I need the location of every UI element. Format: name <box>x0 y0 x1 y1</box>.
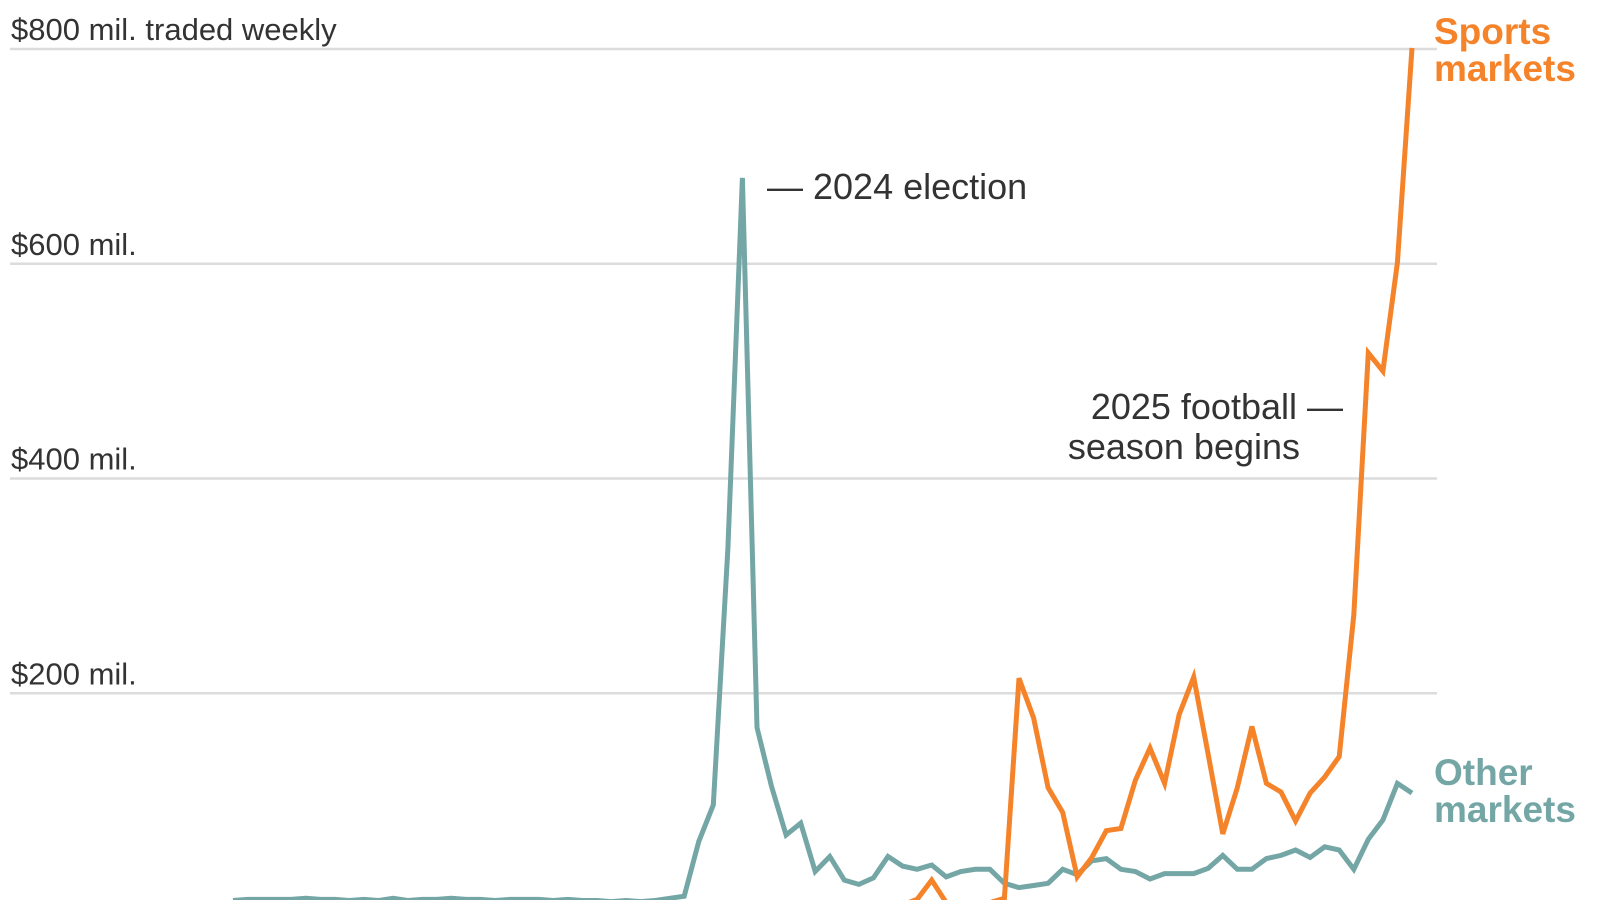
y-tick-label-200: $200 mil. <box>11 656 137 691</box>
annotation-line-1: 2025 football <box>1091 386 1297 427</box>
annotation-2024-election: — 2024 election <box>767 166 1027 207</box>
series-line-other-markets <box>232 177 1414 900</box>
other-label-line-2: markets <box>1434 789 1576 830</box>
sports-label-line-1: Sports <box>1434 11 1551 52</box>
series-lines <box>232 47 1415 900</box>
legend-other-markets: Other markets <box>1434 752 1576 830</box>
legend-sports-markets: Sports markets <box>1434 11 1576 89</box>
annotation-dash: — <box>1307 386 1343 427</box>
y-axis-tick-labels: $200 mil. $400 mil. $600 mil. $800 mil. tra… <box>11 12 337 691</box>
sports-label-line-2: markets <box>1434 48 1576 89</box>
other-label-line-1: Other <box>1434 752 1533 793</box>
annotation-line-2: season begins <box>1068 426 1300 467</box>
y-tick-label-800: $800 mil. traded weekly <box>11 12 337 47</box>
series-line-sports-markets <box>908 47 1415 900</box>
y-tick-label-400: $400 mil. <box>11 442 137 477</box>
annotation-2025-football: 2025 football season begins — <box>1068 386 1343 467</box>
y-tick-label-600: $600 mil. <box>11 227 137 262</box>
